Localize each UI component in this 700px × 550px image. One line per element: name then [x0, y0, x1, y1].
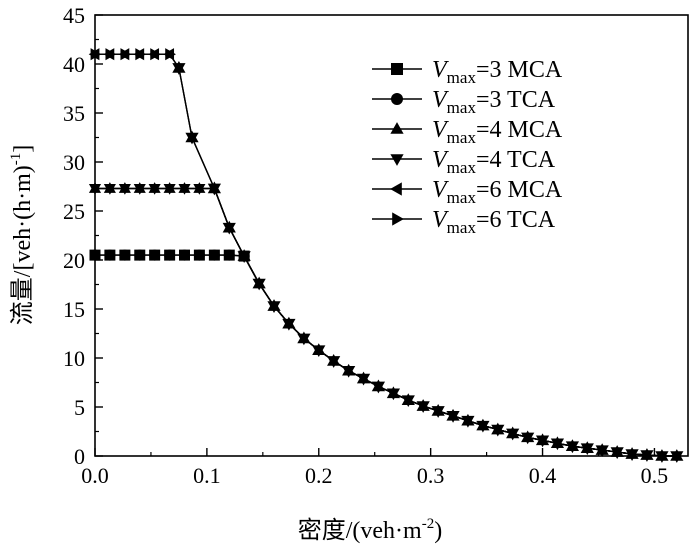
data-point: [118, 184, 131, 195]
data-point: [88, 184, 102, 195]
data-point: [550, 438, 565, 451]
data-point: [89, 249, 101, 261]
data-point: [476, 420, 490, 433]
y-tick-label: 25: [63, 199, 85, 224]
data-point: [446, 411, 460, 423]
y-axis-title: 流量/[veh·(h·m)-1]: [8, 145, 36, 325]
data-point: [193, 184, 206, 195]
legend-marker: [392, 212, 404, 226]
x-tick-label: 0.5: [641, 463, 669, 488]
series-line: [95, 254, 677, 457]
data-point: [163, 184, 176, 195]
data-point: [565, 441, 580, 454]
legend-marker: [390, 182, 402, 196]
data-point: [179, 249, 191, 261]
data-point: [185, 132, 199, 145]
legend-marker: [391, 63, 403, 75]
data-point: [506, 428, 520, 441]
y-tick-label: 35: [63, 101, 85, 126]
x-tick-label: 0.0: [81, 463, 109, 488]
series-line: [95, 187, 677, 457]
data-point: [356, 373, 371, 386]
data-point: [655, 451, 669, 463]
y-tick-label: 45: [63, 3, 85, 28]
data-point: [133, 184, 146, 195]
legend-marker: [390, 154, 404, 166]
data-point: [580, 443, 594, 456]
y-tick-label: 20: [63, 248, 85, 273]
data-point: [149, 249, 161, 261]
data-point: [119, 249, 131, 261]
legend-label: Vmax=4 TCA: [432, 147, 556, 177]
data-point: [237, 251, 251, 263]
data-point: [208, 249, 220, 261]
series-line: [95, 254, 677, 457]
data-point: [297, 333, 311, 346]
data-point: [625, 449, 639, 461]
legend-label: Vmax=3 MCA: [432, 57, 563, 87]
data-point: [103, 184, 116, 195]
x-tick-label: 0.3: [417, 463, 445, 488]
data-point: [134, 249, 146, 261]
data-markers: [88, 48, 684, 463]
data-point: [120, 48, 132, 61]
data-point: [401, 395, 415, 408]
y-tick-label: 30: [63, 150, 85, 175]
data-point: [148, 184, 161, 195]
data-point: [222, 222, 236, 235]
data-point: [640, 450, 654, 462]
data-point: [207, 183, 221, 196]
data-point: [105, 48, 117, 61]
data-point: [610, 447, 624, 459]
data-point: [595, 445, 609, 458]
data-point: [90, 48, 102, 61]
data-point: [327, 356, 341, 368]
data-point: [193, 249, 205, 261]
x-axis-title: 密度/(veh·m-2): [298, 516, 442, 544]
data-point: [165, 48, 176, 61]
legend-label: Vmax=4 MCA: [432, 117, 563, 147]
series-lines: [95, 53, 677, 457]
data-point: [342, 365, 356, 378]
data-point: [150, 48, 161, 61]
data-point: [670, 451, 684, 463]
data-point: [282, 318, 296, 331]
legend-label: Vmax=6 TCA: [432, 207, 556, 237]
data-point: [252, 278, 266, 291]
series-line: [95, 53, 677, 457]
data-point: [267, 301, 281, 313]
axes: 0.0 0.1 0.2 0.3 0.4 0.5 0 5 10 15 20 25 30 35 40 45: [63, 3, 689, 488]
data-point: [416, 401, 430, 413]
data-point: [104, 249, 116, 261]
data-point: [431, 406, 445, 418]
y-tick-label: 0: [74, 444, 85, 469]
data-point: [461, 415, 475, 428]
x-tick-label: 0.2: [305, 463, 333, 488]
data-point: [521, 432, 535, 445]
data-point: [135, 48, 147, 61]
legend-label: Vmax=3 TCA: [432, 87, 556, 117]
x-tick-label: 0.4: [529, 463, 557, 488]
data-point: [386, 388, 401, 401]
legend-label: Vmax=6 MCA: [432, 177, 563, 207]
series-line: [95, 187, 677, 457]
data-point: [491, 424, 505, 437]
legend-marker: [391, 93, 403, 105]
legend-marker: [390, 122, 404, 134]
y-tick-label: 40: [63, 52, 85, 77]
data-point: [371, 381, 386, 394]
y-tick-label: 15: [63, 297, 85, 322]
y-tick-label: 10: [63, 346, 85, 371]
data-point: [178, 184, 191, 195]
x-tick-label: 0.1: [193, 463, 221, 488]
data-point: [312, 345, 326, 358]
data-point: [172, 63, 186, 75]
data-point: [535, 435, 550, 448]
data-point: [164, 249, 176, 261]
y-tick-label: 5: [74, 395, 85, 420]
data-point: [223, 249, 235, 261]
